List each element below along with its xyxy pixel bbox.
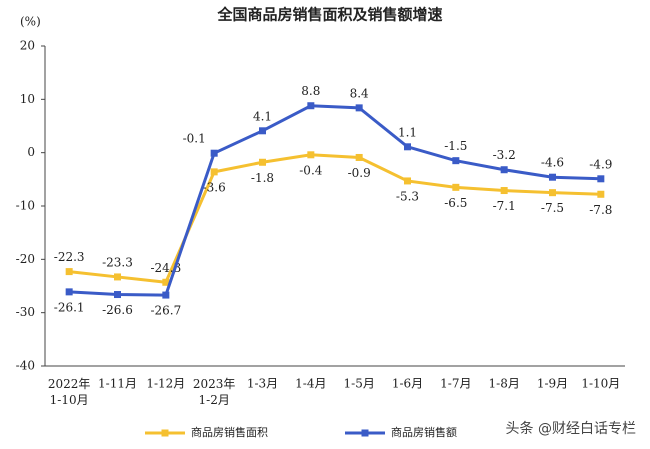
point bbox=[597, 190, 605, 198]
value-label: -7.1 bbox=[493, 199, 516, 213]
y-tick-label: -40 bbox=[16, 359, 35, 373]
x-tick-label: 1-5月 bbox=[344, 377, 375, 391]
chart-title: 全国商品房销售面积及销售额增速 bbox=[216, 6, 442, 24]
value-label: -0.4 bbox=[299, 163, 323, 177]
value-label: -1.8 bbox=[251, 171, 274, 185]
point bbox=[452, 157, 460, 165]
point bbox=[549, 189, 556, 197]
y-tick-label: 20 bbox=[20, 39, 35, 53]
y-tick-label: -10 bbox=[16, 199, 35, 213]
value-label: -23.3 bbox=[102, 255, 133, 269]
point bbox=[307, 102, 315, 110]
point bbox=[259, 127, 266, 135]
value-label: -6.5 bbox=[444, 196, 467, 210]
x-tick-label: 1-12月 bbox=[146, 377, 185, 391]
value-label: 1.1 bbox=[398, 125, 417, 139]
x-tick-label: 1-8月 bbox=[489, 377, 520, 391]
y-tick-label: -30 bbox=[16, 305, 35, 319]
value-label: 8.4 bbox=[350, 86, 369, 100]
point bbox=[500, 166, 508, 174]
point bbox=[404, 143, 411, 151]
value-label: -4.9 bbox=[589, 157, 612, 171]
point bbox=[549, 173, 556, 181]
legend-marker bbox=[361, 429, 369, 437]
point bbox=[65, 268, 73, 276]
legend-label: 商品房销售额 bbox=[391, 425, 457, 439]
value-label: -0.9 bbox=[348, 166, 371, 180]
value-label: -26.1 bbox=[54, 300, 85, 314]
point bbox=[114, 273, 121, 281]
value-label: -3.6 bbox=[203, 180, 226, 194]
value-label: -3.2 bbox=[493, 148, 516, 162]
x-tick-label: 1-11月 bbox=[98, 377, 137, 391]
value-label: -7.8 bbox=[589, 203, 612, 217]
point bbox=[355, 153, 363, 161]
point bbox=[355, 104, 363, 112]
x-tick-label: 1-4月 bbox=[295, 377, 326, 391]
x-tick-label: 1-3月 bbox=[247, 377, 278, 391]
value-label: -26.7 bbox=[150, 304, 181, 318]
x-tick-label: 2023年 1-2月 bbox=[193, 377, 236, 407]
point bbox=[162, 278, 170, 286]
x-tick-label: 1-9月 bbox=[537, 377, 568, 391]
series-line bbox=[69, 153, 601, 284]
point bbox=[259, 158, 266, 166]
y-tick-label: -20 bbox=[16, 252, 35, 266]
point bbox=[404, 177, 411, 185]
series-line bbox=[69, 104, 601, 297]
value-label: 4.1 bbox=[253, 109, 272, 123]
point bbox=[597, 175, 605, 183]
x-tick-label: 1-6月 bbox=[392, 377, 423, 391]
y-unit: (%) bbox=[20, 15, 41, 29]
value-label: -7.5 bbox=[541, 201, 564, 215]
y-tick-label: 10 bbox=[20, 92, 35, 106]
value-label: -4.6 bbox=[541, 156, 564, 170]
value-label: -5.3 bbox=[396, 189, 419, 203]
value-label: 8.8 bbox=[301, 84, 320, 98]
point bbox=[162, 291, 170, 299]
point bbox=[210, 149, 218, 157]
legend-marker bbox=[161, 429, 169, 437]
point bbox=[114, 291, 121, 299]
point bbox=[500, 187, 508, 195]
point bbox=[307, 151, 315, 159]
point bbox=[452, 183, 460, 191]
legend-label: 商品房销售面积 bbox=[191, 425, 268, 439]
value-label: -1.5 bbox=[444, 139, 467, 153]
point bbox=[65, 288, 73, 296]
value-label: -26.6 bbox=[102, 303, 133, 317]
x-tick-label: 1-10月 bbox=[581, 377, 620, 391]
x-tick-label: 1-7月 bbox=[440, 377, 471, 391]
y-tick-label: 0 bbox=[27, 145, 35, 159]
point bbox=[210, 168, 218, 176]
value-label: -0.1 bbox=[183, 132, 206, 146]
x-tick-label: 2022年 1-10月 bbox=[48, 377, 91, 407]
value-label: -22.3 bbox=[54, 250, 85, 264]
watermark: 头条 @财经白话专栏 bbox=[506, 420, 636, 437]
